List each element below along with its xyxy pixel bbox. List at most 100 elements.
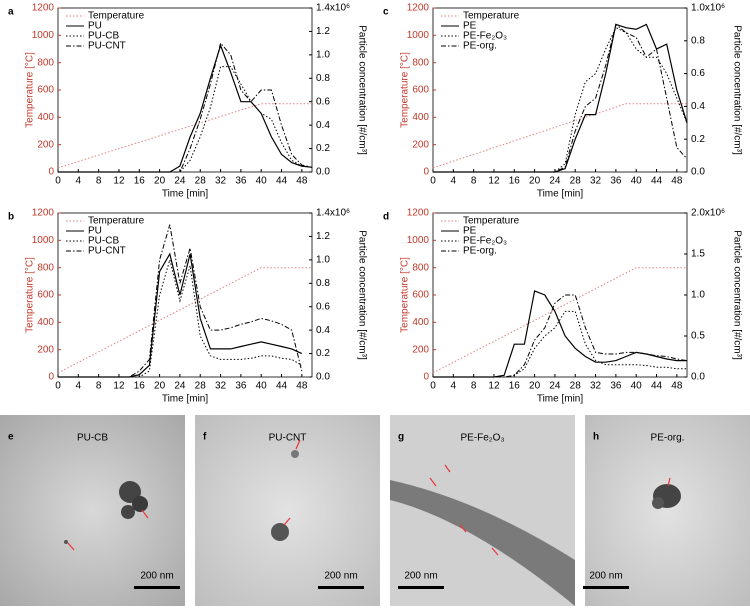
y2-tick-label: 0.4 <box>316 325 330 336</box>
legend-label: PU-CNT <box>88 246 126 257</box>
x-tick-label: 28 <box>570 176 582 187</box>
x-tick-label: 16 <box>134 381 146 392</box>
x-tick-label: 32 <box>215 176 227 187</box>
x-tick-label: 16 <box>509 176 521 187</box>
image-h <box>583 415 750 606</box>
series-line <box>58 43 313 173</box>
image-label: h <box>593 432 599 443</box>
y2-tick-label: 1.0 <box>691 290 705 301</box>
x-tick-label: 24 <box>174 381 186 392</box>
y2-tick-label: 1.0x10⁶ <box>691 3 725 14</box>
x-tick-label: 28 <box>195 176 207 187</box>
x-tick-label: 0 <box>430 381 436 392</box>
image-e <box>0 415 185 606</box>
image-label: g <box>398 432 404 443</box>
series-line <box>433 294 688 378</box>
x-tick-label: 0 <box>55 381 61 392</box>
y-tick-label: 800 <box>37 262 54 273</box>
panel-label: b <box>8 212 14 223</box>
y-tick-label: 200 <box>37 139 54 150</box>
y2-axis-label: Particle concentration [#/cm³] <box>731 25 742 155</box>
y-tick-label: 800 <box>37 57 54 68</box>
x-axis-label: Time [min] <box>162 189 209 200</box>
y2-axis-label: Particle concentration [#/cm³] <box>356 25 367 155</box>
y2-tick-label: 0.6 <box>316 96 330 107</box>
x-tick-label: 36 <box>610 176 622 187</box>
x-tick-label: 20 <box>154 176 166 187</box>
chart-panel: 0 4 8 12 16 20 24 28 32 36 40 44 4802004006008001000… <box>383 3 742 200</box>
y2-tick-label: 0.5 <box>691 331 705 342</box>
legend-label: PE-org. <box>463 246 497 257</box>
y2-tick-label: 0.2 <box>316 348 330 359</box>
y-tick-label: 0 <box>48 372 54 383</box>
x-tick-label: 24 <box>549 176 561 187</box>
x-tick-label: 48 <box>671 381 683 392</box>
x-tick-label: 44 <box>651 381 663 392</box>
image-caption: PE-Fe₂O₃ <box>460 433 504 444</box>
image-caption: PE-org. <box>651 433 685 444</box>
scale-bar-label: 200 nm <box>404 571 437 582</box>
x-tick-label: 36 <box>235 176 247 187</box>
legend-label: PU-CB <box>88 31 119 42</box>
y2-tick-label: 1.2 <box>316 26 330 37</box>
y2-tick-label: 0.6 <box>316 301 330 312</box>
scale-bar-label: 200 nm <box>589 571 622 582</box>
y-tick-label: 400 <box>37 317 54 328</box>
y-tick-label: 600 <box>412 290 429 301</box>
y2-tick-label: 1.2 <box>316 231 330 242</box>
x-tick-label: 24 <box>549 381 561 392</box>
series-line <box>433 23 688 173</box>
x-tick-label: 20 <box>529 176 541 187</box>
chart-panel: 0 4 8 12 16 20 24 28 32 36 40 44 4802004006008001000… <box>8 208 367 405</box>
x-tick-label: 4 <box>76 176 82 187</box>
series-line <box>432 103 687 169</box>
y-tick-label: 1000 <box>32 235 55 246</box>
y2-tick-label: 0.0 <box>316 372 330 383</box>
legend-label: PU-CB <box>88 236 119 247</box>
x-axis-label: Time [min] <box>162 394 209 405</box>
y2-tick-label: 0.0 <box>691 167 705 178</box>
legend-label: PE-Fe₂O₃ <box>463 236 507 247</box>
x-tick-label: 8 <box>96 176 102 187</box>
y-tick-label: 1000 <box>407 30 430 41</box>
y-tick-label: 1200 <box>32 208 55 219</box>
y-tick-label: 800 <box>412 262 429 273</box>
y2-tick-label: 1.4x10⁶ <box>316 208 350 219</box>
y-tick-label: 200 <box>412 139 429 150</box>
image-caption: PU-CNT <box>269 433 307 444</box>
legend-label: Temperature <box>463 216 520 227</box>
y2-tick-label: 1.0 <box>316 49 330 60</box>
y-tick-label: 1000 <box>32 30 55 41</box>
x-tick-label: 44 <box>276 381 288 392</box>
y-tick-label: 800 <box>412 57 429 68</box>
panel-label: a <box>8 7 14 18</box>
y-tick-label: 600 <box>37 85 54 96</box>
x-tick-label: 12 <box>488 381 500 392</box>
x-tick-label: 12 <box>113 176 125 187</box>
x-tick-label: 44 <box>651 176 663 187</box>
x-tick-label: 8 <box>471 176 477 187</box>
x-tick-label: 36 <box>235 381 247 392</box>
chart-panel: 0 4 8 12 16 20 24 28 32 36 40 44 4802004006008001000… <box>383 208 742 405</box>
y2-tick-label: 0.0 <box>691 372 705 383</box>
x-tick-label: 40 <box>256 176 268 187</box>
y2-tick-label: 0.8 <box>316 73 330 84</box>
x-tick-label: 12 <box>113 381 125 392</box>
y-axis-label: Temperature [°C] <box>400 257 411 333</box>
series-line <box>57 103 312 169</box>
y2-tick-label: 1.4x10⁶ <box>316 3 350 14</box>
y-tick-label: 1000 <box>407 235 430 246</box>
x-tick-label: 8 <box>96 381 102 392</box>
y2-tick-label: 1.0 <box>316 254 330 265</box>
image-g <box>390 415 575 606</box>
x-tick-label: 16 <box>509 381 521 392</box>
x-tick-label: 48 <box>671 176 683 187</box>
image-f <box>195 415 380 606</box>
x-axis-label: Time [min] <box>537 189 584 200</box>
series-line <box>57 267 312 374</box>
y2-tick-label: 0.4 <box>316 120 330 131</box>
x-tick-label: 4 <box>76 381 82 392</box>
y2-tick-label: 0.2 <box>691 134 705 145</box>
legend-label: PE <box>463 21 477 32</box>
